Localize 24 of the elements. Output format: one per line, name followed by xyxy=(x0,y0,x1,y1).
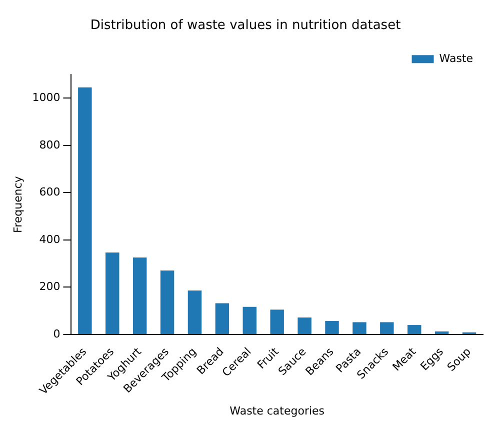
y-axis-title: Frequency xyxy=(11,176,24,233)
y-tick-label: 800 xyxy=(39,138,60,152)
chart-title: Distribution of waste values in nutrition dataset xyxy=(90,18,401,34)
bar xyxy=(408,325,422,334)
bar xyxy=(270,310,284,334)
bar xyxy=(242,306,257,334)
bar xyxy=(215,303,230,334)
bar xyxy=(188,290,202,334)
bar xyxy=(298,317,312,334)
bar xyxy=(325,321,339,334)
y-tick-label: 200 xyxy=(39,280,60,294)
y-tick-label: 400 xyxy=(39,232,60,246)
bar xyxy=(132,257,147,334)
y-tick-label: 0 xyxy=(53,327,60,340)
y-tick-label: 1000 xyxy=(32,91,60,104)
bar xyxy=(380,322,394,334)
bar xyxy=(106,252,120,334)
bar xyxy=(434,331,449,334)
bar xyxy=(352,322,366,334)
legend-label: Waste xyxy=(439,52,474,65)
bar xyxy=(160,270,174,334)
x-axis-title: Waste categories xyxy=(230,404,325,418)
y-tick-label: 600 xyxy=(39,186,60,199)
bar xyxy=(78,87,92,334)
